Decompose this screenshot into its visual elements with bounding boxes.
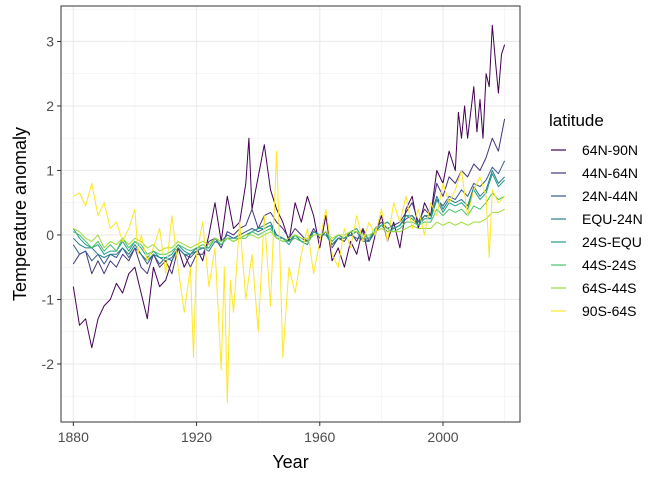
y-axis: -2 -1 0 1 2 3 — [42, 33, 61, 372]
y-tick-label-4: 2 — [46, 98, 54, 114]
y-tick-label-2: 0 — [46, 227, 54, 243]
legend-items: 64N-90N 44N-64N 24N-44N EQU-24N 24S-EQU 44S-2… — [551, 142, 643, 319]
legend-label-90S-64S: 90S-64S — [582, 303, 636, 319]
series-line-64N-90N — [72, 24, 506, 349]
y-tick-label-0: -2 — [42, 356, 55, 372]
legend-label-24S-EQU: 24S-EQU — [582, 234, 642, 250]
x-tick-label-1: 1920 — [181, 429, 212, 445]
legend-title: latitude — [549, 111, 604, 130]
legend-label-44S-24S: 44S-24S — [582, 257, 636, 273]
legend-label-64S-44S: 64S-44S — [582, 280, 636, 296]
plot-border — [60, 5, 521, 423]
x-tick-label-0: 1880 — [58, 429, 89, 445]
legend-label-24N-44N: 24N-44N — [582, 188, 638, 204]
x-tick-label-2: 1960 — [304, 429, 335, 445]
x-axis-title: Year — [272, 452, 308, 472]
y-tick-label-5: 3 — [46, 33, 54, 49]
series-line-64S-44S — [73, 208, 505, 252]
legend: latitude 64N-90N 44N-64N 24N-44N EQU-24N 24S… — [549, 111, 643, 319]
series-lines — [72, 24, 506, 404]
plot-panel — [61, 6, 520, 422]
legend-label-EQU-24N: EQU-24N — [582, 211, 643, 227]
y-tick-label-1: -1 — [42, 291, 55, 307]
series-line-90S-64S — [73, 150, 505, 404]
y-tick-label-3: 1 — [46, 162, 54, 178]
legend-label-44N-64N: 44N-64N — [582, 165, 638, 181]
y-axis-title: Temperature anomaly — [10, 127, 30, 301]
legend-label-64N-90N: 64N-90N — [582, 142, 638, 158]
x-axis: 1880 1920 1960 2000 — [58, 422, 459, 445]
x-tick-label-3: 2000 — [427, 429, 458, 445]
